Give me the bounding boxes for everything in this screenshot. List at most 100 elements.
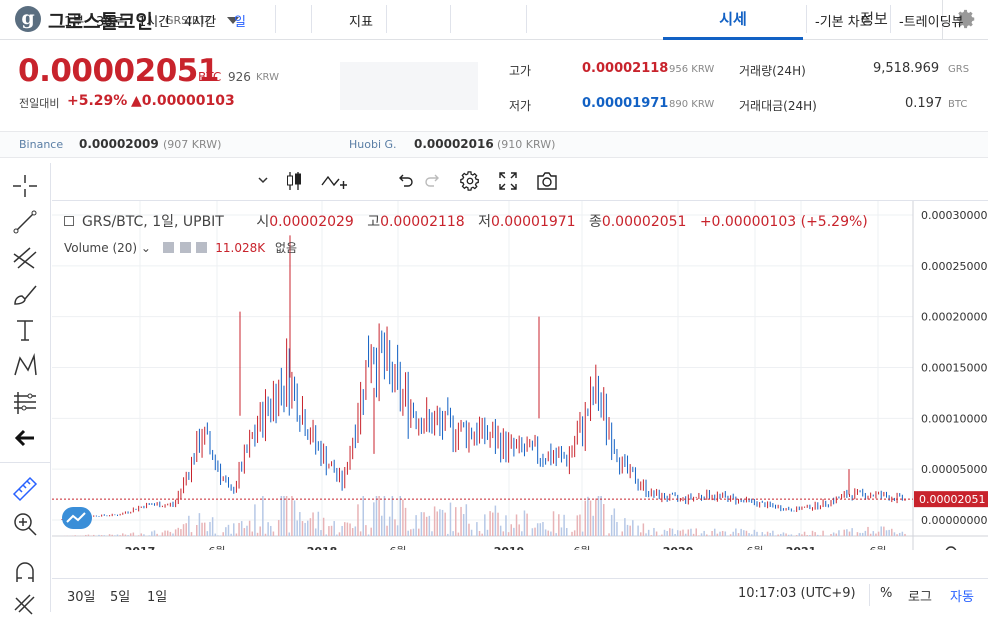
x-tick-label: 2019 <box>494 545 525 550</box>
y-tick-label: 0.00010000 <box>921 412 987 425</box>
coin-logo: g <box>15 6 41 32</box>
gear-icon[interactable] <box>459 170 481 192</box>
magnet-icon[interactable] <box>10 558 40 586</box>
coin-name[interactable]: 그로스톨코인 <box>48 11 153 33</box>
amount-value: 0.197 <box>905 96 943 111</box>
gear-icon <box>945 546 957 550</box>
legend-icon[interactable] <box>64 216 74 226</box>
zoom-in-icon[interactable] <box>10 510 40 538</box>
range-30d[interactable]: 30일 <box>67 590 96 605</box>
coin-pair[interactable]: GRS/BTC <box>165 14 214 27</box>
trading-view-button[interactable]: -트레이딩뷰 <box>899 15 964 30</box>
amount-label: 거래대금(24H) <box>739 99 817 113</box>
x-tick-label: 6월 <box>746 545 763 550</box>
brush-icon[interactable] <box>10 280 40 308</box>
auto-toggle[interactable]: 자동 <box>950 590 974 605</box>
camera-icon[interactable] <box>536 171 558 191</box>
candles-icon[interactable] <box>284 170 304 192</box>
undo-icon[interactable] <box>396 172 414 190</box>
ruler-icon[interactable] <box>10 474 40 502</box>
low-label: 저가 <box>509 99 532 113</box>
legend-close: 0.00002051 <box>601 214 687 230</box>
low-krw: 890 KRW <box>669 99 715 110</box>
change-amount: ▲0.00000103 <box>131 93 235 109</box>
interval-4h[interactable]: 4시간 <box>184 15 217 30</box>
crosshair-icon[interactable] <box>10 172 40 200</box>
interval-1d[interactable]: 일 <box>234 15 246 30</box>
interval-1h[interactable]: 1시간 <box>138 15 171 30</box>
fib-channel-icon[interactable] <box>10 244 40 272</box>
y-tick-label: 0.00020000 <box>921 311 987 324</box>
amount-unit: BTC <box>948 99 968 110</box>
exchange-name: Huobi G. <box>349 138 397 151</box>
exchange-name: Binance <box>19 138 64 151</box>
y-tick-label: 0.00025000 <box>921 260 987 273</box>
prediction-icon[interactable] <box>10 388 40 416</box>
chart-legend: GRS/BTC, 1일, UPBIT 시0.00002029 고0.000021… <box>64 211 868 231</box>
percent-toggle[interactable]: % <box>880 586 893 601</box>
chart-toolbar <box>52 163 988 201</box>
indicator-icon[interactable] <box>320 171 348 191</box>
range-5d[interactable]: 5일 <box>110 590 131 605</box>
legend-low: 0.00001971 <box>490 214 576 230</box>
exchange-bar <box>0 131 988 158</box>
last-price-label: 0.00002051 <box>919 493 985 506</box>
price-unit: BTC <box>198 70 222 84</box>
high-label: 고가 <box>509 64 532 78</box>
log-toggle[interactable]: 로그 <box>908 590 932 605</box>
pattern-icon[interactable] <box>10 352 40 380</box>
trend-line-icon[interactable] <box>10 208 40 236</box>
x-tick-label: 6월 <box>389 545 406 550</box>
tab-info[interactable]: 정보 <box>860 10 888 28</box>
divider <box>311 5 312 33</box>
x-tick-label: 2021 <box>786 545 817 550</box>
redo-icon[interactable] <box>424 172 442 190</box>
arrow-left-icon[interactable] <box>10 424 40 452</box>
price-chart[interactable]: 0.00030000 0.00025000 0.00020000 0.00015000… <box>52 201 988 550</box>
chevron-down-icon[interactable]: ⌄ <box>140 241 151 255</box>
x-tick-label: 2018 <box>307 545 338 550</box>
tab-price[interactable]: 시세 <box>663 0 803 40</box>
remove-drawings-icon[interactable] <box>10 590 40 618</box>
volume-extra: 없음 <box>274 241 298 255</box>
divider <box>869 584 870 606</box>
divider <box>526 5 527 33</box>
volume-label: 거래량(24H) <box>739 64 806 78</box>
divider <box>0 462 51 463</box>
y-tick-label: 0.00015000 <box>921 362 987 375</box>
interval-30m[interactable]: 30분 <box>96 15 125 30</box>
volume-label[interactable]: Volume (20) <box>64 241 138 255</box>
change-percent: +5.29% <box>67 93 128 109</box>
legend-high: 0.00002118 <box>380 214 465 230</box>
x-tick-label: 6월 <box>869 545 886 550</box>
divider <box>450 5 451 33</box>
chevron-down-icon[interactable] <box>257 174 269 186</box>
text-icon[interactable] <box>10 316 40 344</box>
chevron-down-icon[interactable] <box>227 17 239 24</box>
eye-icon[interactable] <box>162 242 174 253</box>
legend-symbol: GRS/BTC, 1일, UPBIT <box>82 214 224 230</box>
bottom-bar <box>52 578 988 612</box>
x-tick-label: 6월 <box>573 545 590 550</box>
legend-high-label: 고 <box>367 214 381 230</box>
y-tick-label: 0.00000000 <box>921 514 987 527</box>
legend-open: 0.00002029 <box>269 214 354 230</box>
basic-chart-button[interactable]: -기본 차트 <box>815 15 872 30</box>
x-tick-label: 2020 <box>663 545 694 550</box>
range-1d[interactable]: 1일 <box>147 590 168 605</box>
drawing-toolbar <box>0 163 51 612</box>
fullscreen-icon[interactable] <box>498 171 518 191</box>
clock-time[interactable]: 10:17:03 (UTC+9) <box>738 586 856 601</box>
x-tick-label: 6월 <box>208 545 225 550</box>
legend-open-label: 시 <box>256 214 270 230</box>
close-icon[interactable] <box>196 242 208 253</box>
divider <box>942 0 943 40</box>
high-krw: 956 KRW <box>669 64 715 75</box>
high-value: 0.00002118 <box>582 61 669 76</box>
exchange-price: 0.00002016 <box>414 137 494 151</box>
indicator-button[interactable]: 지표 <box>349 15 373 30</box>
gear-icon[interactable] <box>955 8 977 30</box>
settings-icon[interactable] <box>179 242 191 253</box>
interval-1m[interactable]: 1분 <box>64 15 85 30</box>
divider <box>806 5 807 33</box>
